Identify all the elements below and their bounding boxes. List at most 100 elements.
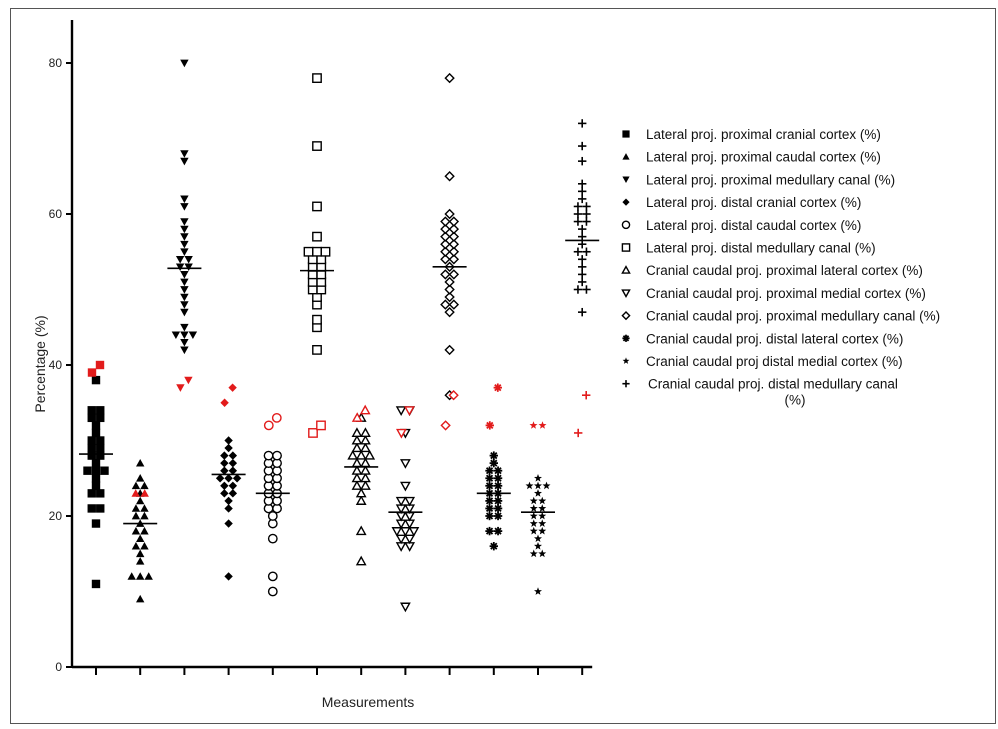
data-point [578, 270, 587, 279]
data-point [489, 542, 498, 551]
data-point [355, 525, 367, 536]
data-point [136, 534, 145, 543]
data-point [171, 331, 181, 339]
data-point [224, 436, 233, 445]
data-point [534, 587, 542, 595]
y-tick-label: 0 [55, 660, 62, 674]
series-group [485, 383, 503, 551]
data-point [444, 171, 455, 182]
legend-item: Cranial caudal proj distal medial cortex… [622, 354, 903, 369]
legend-label: Lateral proj. distal medullary canal (%) [646, 241, 876, 256]
data-point [312, 231, 322, 242]
legend-item: Lateral proj. proximal caudal cortex (%) [622, 150, 881, 165]
data-point [91, 474, 101, 483]
data-point [542, 481, 551, 490]
data-point [485, 481, 494, 490]
legend-label: Lateral proj. proximal caudal cortex (%) [646, 150, 881, 165]
data-point [215, 474, 225, 483]
data-point [180, 195, 189, 204]
data-point [91, 421, 101, 430]
data-point [440, 216, 451, 227]
data-point [180, 240, 189, 249]
data-point [136, 474, 145, 482]
legend-symbol [622, 176, 630, 183]
data-point [136, 557, 145, 565]
data-point [400, 602, 411, 613]
data-point [529, 496, 538, 505]
data-point [493, 474, 503, 483]
data-point [180, 308, 189, 317]
y-axis-title: Percentage (%) [32, 315, 48, 412]
data-point [188, 331, 198, 339]
series-group [525, 421, 551, 595]
data-point [573, 209, 583, 219]
series-group [171, 59, 198, 392]
legend-symbol [621, 243, 631, 252]
legend-item: Cranial caudal proj. distal medullary ca… [622, 377, 898, 408]
data-point [489, 458, 498, 468]
data-point [404, 496, 416, 507]
data-point [360, 480, 371, 490]
data-point [144, 572, 153, 580]
legend-item: Cranial caudal proj. proximal lateral co… [621, 263, 923, 278]
data-point [578, 240, 587, 249]
series-group [263, 412, 282, 597]
outlier-point [308, 428, 318, 438]
data-point [578, 179, 587, 188]
data-point [351, 434, 363, 445]
data-point [525, 481, 534, 490]
data-point [96, 413, 105, 423]
data-point [355, 487, 367, 498]
data-point [220, 489, 229, 498]
data-point [180, 323, 189, 332]
data-point [578, 262, 587, 272]
data-point [485, 496, 494, 506]
legend-item: Lateral proj. proximal cranial cortex (%… [622, 127, 881, 142]
data-point [351, 457, 363, 468]
data-point [224, 443, 233, 453]
data-point [180, 286, 189, 294]
data-point [534, 534, 542, 543]
data-point [83, 466, 92, 475]
data-point [355, 449, 367, 460]
data-point [180, 301, 189, 309]
data-point [140, 511, 149, 520]
data-point [351, 427, 363, 438]
data-point [578, 232, 587, 241]
data-point [582, 202, 591, 211]
data-point [220, 451, 229, 460]
data-point [448, 223, 460, 235]
data-point [351, 472, 363, 483]
data-point [440, 299, 451, 310]
data-point [127, 572, 136, 580]
data-point [96, 443, 105, 453]
data-point [360, 442, 371, 453]
data-point [448, 239, 460, 250]
outlier-point [396, 428, 407, 439]
legend: Lateral proj. proximal cranial cortex (%… [621, 127, 940, 408]
data-point [140, 504, 149, 512]
data-point [578, 224, 587, 234]
data-point [131, 481, 141, 490]
data-point [180, 233, 189, 241]
data-point [444, 284, 455, 295]
data-point [538, 519, 547, 527]
outlier-point [529, 421, 538, 429]
data-point [529, 549, 538, 558]
data-point [582, 217, 591, 226]
data-point [448, 254, 460, 265]
data-point [180, 203, 189, 211]
data-point [573, 202, 583, 211]
series-group [440, 72, 460, 431]
legend-item: Lateral proj. distal caudal cortex (%) [621, 218, 861, 233]
axes: 0 20 40 60 80 [49, 20, 593, 675]
outlier-point [493, 383, 502, 392]
data-point [355, 495, 367, 505]
data-point [440, 223, 451, 235]
data-point [320, 246, 331, 257]
legend-symbol [621, 220, 631, 230]
data-point [180, 225, 189, 234]
data-point [444, 72, 455, 84]
legend-label: Cranial caudal proj. distal lateral cort… [646, 331, 903, 346]
data-point [485, 504, 494, 513]
